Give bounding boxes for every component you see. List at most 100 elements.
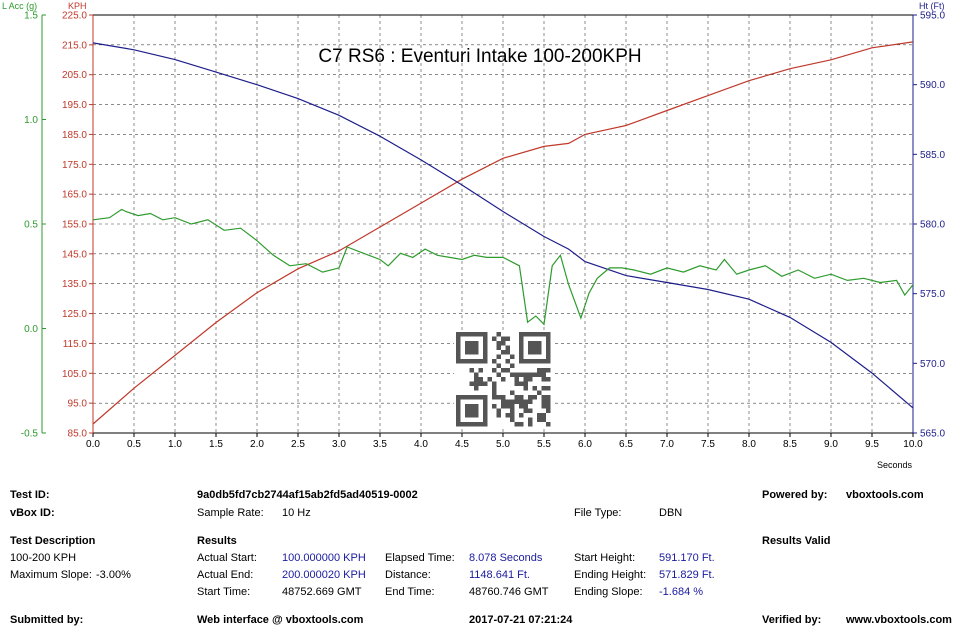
submitted-by-label: Submitted by: [10,614,84,626]
kph-tick-label: 95.0 [68,399,88,410]
qr-module [492,381,497,386]
x-tick-label: 7.5 [701,439,715,450]
kph-tick-label: 225.0 [62,11,87,22]
actual-end-label: Actual End: [197,569,254,581]
actual-start-label: Actual Start: [197,552,257,564]
qr-module [505,413,510,418]
qr-finder-core [465,404,479,418]
actual-start-value: 100.000000 KPH [282,552,366,564]
qr-module [510,372,515,377]
qr-module [501,395,506,400]
test-description-value: 100-200 KPH [10,552,77,564]
lacc-tick-label: 0.5 [24,220,38,231]
qr-module [505,345,510,350]
qr-module [546,399,551,404]
max-slope-label: Maximum Slope: [10,569,92,581]
x-tick-label: 8.5 [783,439,797,450]
qr-module [519,399,524,404]
x-tick-label: 4.0 [414,439,428,450]
x-tick-label: 6.0 [578,439,592,450]
kph-tick-label: 105.0 [62,369,87,380]
elapsed-time-value: 8.078 Seconds [469,552,543,564]
performance-chart: 0.0 0.5 1.0 1.5 2.0 2.5 3.0 3.5 4.0 4.5 5.0 5.5 6.0 6… [2,1,945,470]
qr-module [505,359,510,364]
series-lines [92,41,914,425]
qr-module [519,422,524,427]
start-time-value: 48752.669 GMT [282,586,362,598]
ht-axis-label: Ht (Ft) [919,1,945,11]
x-tick-label: 4.5 [455,439,469,450]
qr-module [510,408,515,413]
lacc-tick-label: 0.0 [24,324,38,335]
qr-module [514,377,519,382]
qr-module [528,395,533,400]
qr-module [510,417,515,422]
qr-module [505,368,510,373]
qr-module [492,336,497,341]
lacc-tick-label: -0.5 [21,429,39,440]
file-type-value: DBN [659,507,683,519]
qr-module [505,404,510,409]
qr-module [496,372,501,377]
qr-module [478,377,483,382]
qr-module [528,377,533,382]
results-valid-label: Results Valid [762,535,831,547]
verified-by-value[interactable]: www.vboxtools.com [846,614,952,626]
qr-module [483,381,488,386]
qr-module [532,395,537,400]
qr-module [501,336,506,341]
qr-module [514,372,519,377]
distance-value: 1148.641 Ft. [469,569,530,581]
qr-module [541,368,546,373]
qr-module [496,345,501,350]
qr-module [469,381,474,386]
qr-module [510,413,515,418]
series-line-kph [92,41,914,425]
qr-module [546,422,551,427]
qr-finder-core [528,341,542,355]
test-id-label: Test ID: [10,489,50,501]
kph-tick-label: 175.0 [62,160,87,171]
chart-title: C7 RS6 : Eventuri Intake 100-200KPH [318,46,641,67]
qr-module [546,386,551,391]
qr-module [496,408,501,413]
kph-axis-label: KPH [68,1,87,11]
qr-module [492,386,497,391]
qr-module [537,390,542,395]
x-tick-label: 3.0 [332,439,346,450]
qr-module [474,381,479,386]
vbox-id-label: vBox ID: [10,507,55,519]
qr-module [510,390,515,395]
qr-module [510,363,515,368]
qr-module [492,368,497,373]
sample-rate-value: 10 Hz [282,507,311,519]
ht-tick-label: 580.0 [920,220,945,231]
qr-module [514,422,519,427]
web-interface-link[interactable]: Web interface @ vboxtools.com [197,614,364,626]
ht-tick-label: 575.0 [920,289,945,300]
qr-module [537,368,542,373]
qr-module [492,404,497,409]
qr-module [519,413,524,418]
qr-module [541,395,546,400]
x-tick-label: 7.0 [660,439,674,450]
qr-module [505,399,510,404]
series-line-lacc [92,208,914,326]
qr-finder-core [465,341,479,355]
qr-module [501,341,506,346]
qr-module [546,395,551,400]
qr-module [474,377,479,382]
qr-module [546,404,551,409]
qr-module [523,386,528,391]
kph-tick-label: 125.0 [62,309,87,320]
start-height-label: Start Height: [574,552,636,564]
ht-tick-label: 595.0 [920,11,945,22]
qr-module [501,377,506,382]
elapsed-time-label: Elapsed Time: [385,552,455,564]
qr-module [478,368,483,373]
qr-module [523,399,528,404]
lacc-tick-label: 1.0 [24,115,38,126]
ending-slope-label: Ending Slope: [574,586,643,598]
qr-module [546,368,551,373]
qr-module [492,390,497,395]
